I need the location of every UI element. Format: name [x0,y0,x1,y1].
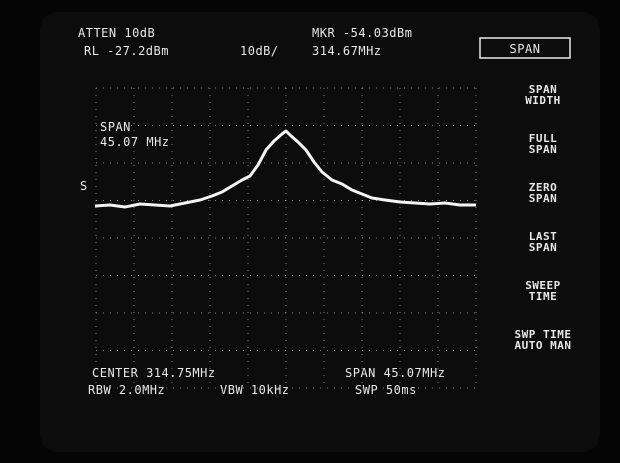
span: SPAN 45.07MHz [345,366,445,380]
menu-label: SPAN [529,143,558,156]
menu-label: TIME [529,290,558,303]
marker-level: MKR -54.03dBm [312,26,412,40]
sweep: SWP 50ms [355,383,417,397]
side-marker: S [80,179,88,193]
vbw: VBW 10kHz [220,383,290,397]
annotation: SPAN [100,120,131,134]
center-freq: CENTER 314.75MHz [92,366,216,380]
menu-label: SPAN [529,192,558,205]
marker-freq: 314.67MHz [312,44,382,58]
analyzer-screen: ATTEN 10dB MKR -54.03dBm RL -27.2dBm 10d… [0,0,620,463]
rbw: RBW 2.0MHz [88,383,165,397]
atten: ATTEN 10dB [78,26,155,40]
active-function: SPAN [510,42,541,56]
menu-label: SPAN [529,241,558,254]
scale: 10dB/ [240,44,279,58]
ref-level: RL -27.2dBm [84,44,169,58]
menu-label: WIDTH [525,94,561,107]
annotation: 45.07 MHz [100,135,170,149]
menu-label: AUTO MAN [515,339,572,352]
